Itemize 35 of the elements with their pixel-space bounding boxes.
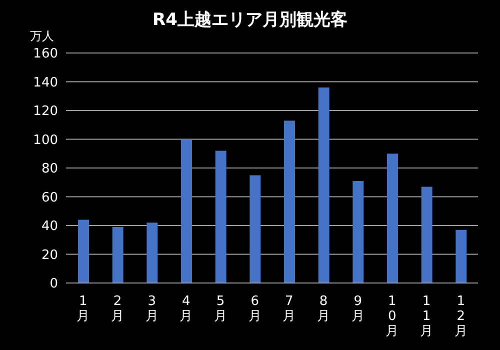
bar [181,139,192,283]
y-tick-label: 100 [33,132,58,148]
x-tick-label: 10月 [386,294,399,339]
bar [112,226,124,283]
y-tick-label: 0 [50,276,58,292]
x-tick-label: 9月 [351,294,364,324]
bar [250,175,261,283]
y-tick-label: 140 [33,75,58,90]
bar [387,154,398,283]
x-tick-label: 4月 [180,294,193,324]
y-tick-label: 120 [33,104,58,120]
x-tick-label: 12月 [454,294,468,339]
y-tick-label: 80 [41,162,58,177]
bar [352,180,364,283]
x-tick-label: 8月 [317,294,330,324]
bar [318,88,330,283]
x-tick-label: 2月 [111,294,124,324]
x-tick-label: 3月 [145,294,158,324]
x-tick-label: 11月 [420,294,433,339]
y-axis-title: 万人 [30,28,54,45]
bar [215,150,226,283]
bar [284,120,295,283]
y-tick-label: 60 [41,190,58,206]
y-tick-label: 20 [41,248,58,263]
y-tick-label: 40 [41,219,58,234]
x-tick-label: 5月 [214,294,227,324]
bar [421,186,432,283]
bar [78,220,89,283]
x-tick-label: 7月 [282,294,296,324]
bar [146,222,158,283]
bar [456,230,467,283]
x-tick-label: 6月 [248,294,262,324]
y-tick-label: 160 [33,46,58,62]
chart-title: R4上越エリア月別観光客 [152,10,348,30]
x-tick-label: 1月 [76,294,90,324]
